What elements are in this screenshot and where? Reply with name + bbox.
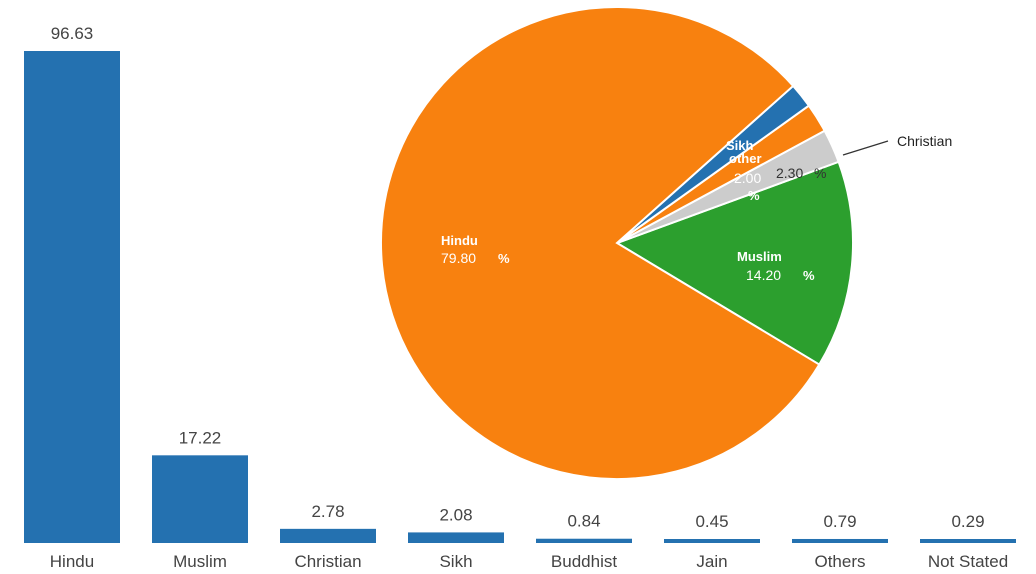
pie-unit-label: % [748, 188, 760, 203]
christian-callout: Christian [842, 133, 952, 156]
pie-unit-label: % [803, 268, 815, 283]
category-label: Jain [696, 552, 727, 571]
bar-chart: 96.63 Hindu 17.22 Muslim 2.78 Christian 2.08 Si… [24, 24, 1016, 571]
bar-not-stated [920, 539, 1016, 543]
pie-label-muslim: Muslim [737, 249, 782, 264]
category-label: Not Stated [928, 552, 1008, 571]
category-label: Muslim [173, 552, 227, 571]
pie-slice-muslim [614, 160, 854, 366]
bar-christian [280, 528, 376, 543]
bar-hindu [24, 51, 120, 543]
bar-muslim [152, 455, 248, 543]
pie-label-other: other [729, 151, 762, 166]
bar-value-label: 0.84 [567, 512, 600, 531]
pie-label-sikh: Sikh [726, 138, 754, 153]
bar-value-label: 0.79 [823, 512, 856, 531]
bar-value-label: 17.22 [179, 428, 222, 447]
pie-value-christian: 2.30 [776, 165, 803, 181]
pie-unit-label: % [498, 251, 510, 266]
callout-label: Christian [897, 133, 952, 149]
callout-line [842, 140, 889, 156]
category-label: Hindu [50, 552, 94, 571]
bar-value-label: 2.08 [439, 505, 472, 524]
bar-value-label: 2.78 [311, 502, 344, 521]
category-label: Sikh [439, 552, 472, 571]
pie-value-muslim: 14.20 [746, 267, 781, 283]
bar-others [792, 538, 888, 543]
pie-unit-label: % [814, 165, 826, 181]
category-label: Christian [294, 552, 361, 571]
category-label: Buddhist [551, 552, 617, 571]
bar-sikh [408, 532, 504, 543]
bar-value-label: 0.45 [695, 512, 728, 531]
pie-value-other: 2.00 [734, 170, 761, 186]
category-label: Others [814, 552, 865, 571]
bar-value-label: 96.63 [51, 24, 94, 43]
bar-buddhist [536, 538, 632, 543]
pie-slice-hindu [380, 6, 821, 480]
bar-jain [664, 539, 760, 543]
pie-value-hindu: 79.80 [441, 250, 476, 266]
bar-value-label: 0.29 [951, 512, 984, 531]
pie-label-hindu: Hindu [441, 233, 478, 248]
pie-chart [380, 6, 854, 480]
